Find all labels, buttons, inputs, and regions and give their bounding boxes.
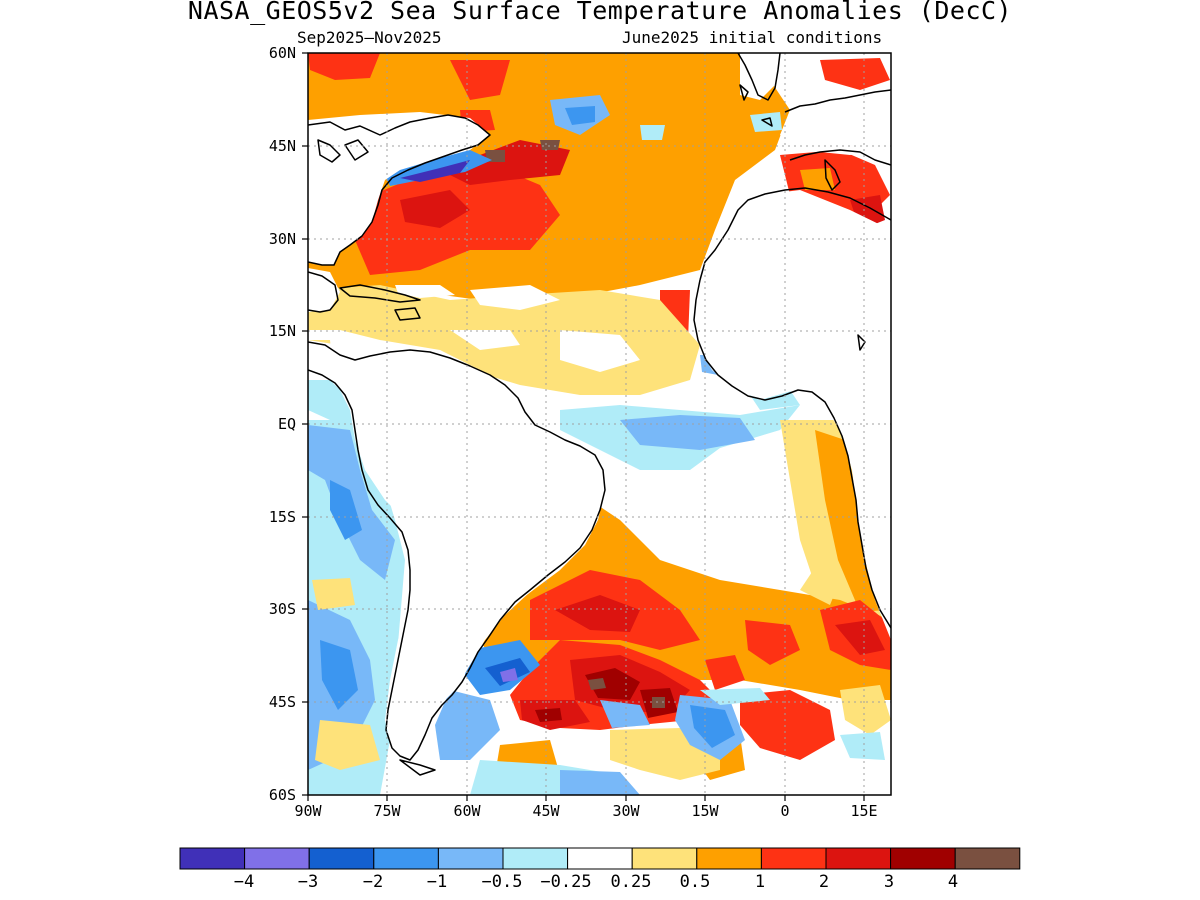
- colorbar-swatch: [825, 847, 892, 870]
- period-subtitle: Sep2025–Nov2025: [297, 28, 442, 47]
- lon-label: 30W: [612, 802, 640, 820]
- colorbar-swatch: [308, 847, 375, 870]
- colorbar-swatch: [696, 847, 762, 870]
- colorbar-swatch: [179, 847, 246, 870]
- north-atlantic-cool-region: [385, 95, 782, 186]
- lat-label: 15S: [268, 508, 296, 526]
- colorbar-label: 4: [947, 872, 959, 892]
- lon-label: 45W: [532, 802, 560, 820]
- lon-label: 15W: [691, 802, 719, 820]
- init-conditions-subtitle: June2025 initial conditions: [622, 28, 883, 47]
- colorbar-label: −4: [233, 872, 255, 892]
- lat-label: 45N: [268, 137, 296, 155]
- colorbar-swatch: [373, 847, 439, 870]
- coastlines: [308, 53, 891, 776]
- land-masses: [308, 53, 891, 760]
- colorbar-label: 2: [818, 872, 830, 892]
- colorbar-swatch: [890, 847, 956, 870]
- lat-label: 30N: [268, 230, 296, 248]
- colorbar-label: −1: [426, 872, 448, 892]
- colorbar-swatch: [954, 847, 1021, 870]
- map-area: [308, 53, 891, 795]
- lat-label: EQ: [277, 415, 296, 433]
- graticule: [308, 53, 891, 795]
- lon-label: 90W: [294, 802, 322, 820]
- lat-label: 15N: [268, 322, 296, 340]
- colorbar-label: −2: [362, 872, 384, 892]
- map-title: NASA_GEOS5v2 Sea Surface Temperature Ano…: [187, 0, 1013, 25]
- colorbar-label: 1: [754, 872, 766, 892]
- lon-label: 60W: [453, 802, 481, 820]
- colorbar-swatch: [760, 847, 827, 870]
- tropical-atlantic-region: [308, 285, 800, 470]
- colorbar-label: 0.5: [679, 872, 711, 892]
- lat-label: 60N: [268, 44, 296, 62]
- colorbar-label: −0.25: [540, 872, 592, 892]
- lon-label: 0: [780, 802, 790, 820]
- colorbar-label: −3: [297, 872, 319, 892]
- lon-label: 75W: [373, 802, 401, 820]
- lat-label: 60S: [268, 786, 296, 804]
- lon-label: 15E: [850, 802, 878, 820]
- colorbar-swatch: [437, 847, 504, 870]
- colorbar-swatch: [502, 847, 569, 870]
- lat-label: 45S: [268, 693, 296, 711]
- colorbar-label: 0.25: [610, 872, 652, 892]
- axis-ticks: [302, 52, 865, 801]
- colorbar-swatch: [567, 847, 633, 870]
- colorbar-label: 3: [883, 872, 895, 892]
- colorbar-label: −0.5: [481, 872, 523, 892]
- colorbar: [179, 847, 1021, 870]
- colorbar-swatch: [631, 847, 698, 870]
- lat-label: 30S: [268, 600, 296, 618]
- south-atlantic-warm-region: [480, 500, 891, 790]
- colorbar-swatch: [244, 847, 310, 870]
